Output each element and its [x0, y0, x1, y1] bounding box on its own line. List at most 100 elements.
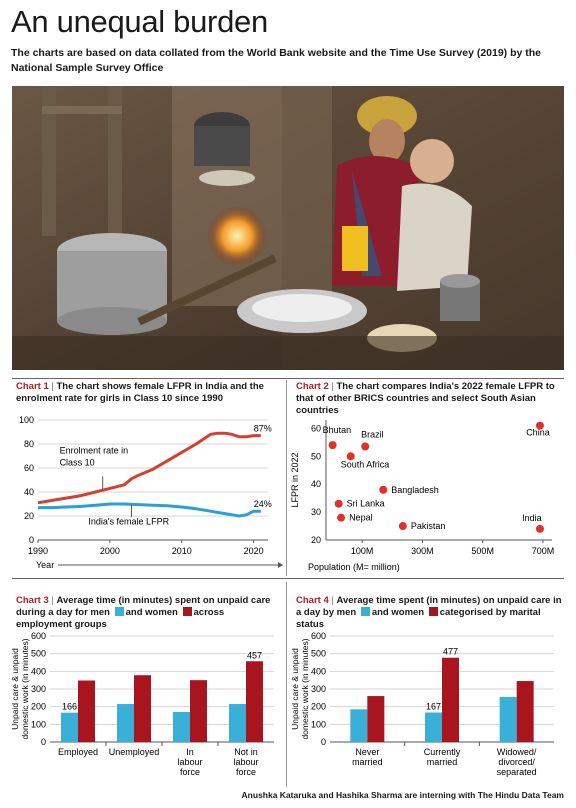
chart3-bar-women-1 — [134, 675, 151, 742]
chart1-series-name-1: India's female LFPR — [88, 516, 169, 526]
chart2-xtick-700M: 700M — [532, 546, 555, 556]
chart2-point-label-china: China — [526, 428, 550, 438]
chart2-point-label-bangladesh: Bangladesh — [391, 485, 439, 495]
chart3-ylabel: Unpaid care & unpaiddomestic work (in mi… — [10, 638, 30, 739]
chart2-point-south-africa — [346, 452, 355, 461]
chart3-label: Chart 3 — [16, 595, 49, 606]
chart1-ytick-0: 0 — [29, 535, 34, 545]
chart2-xtick-100M: 100M — [351, 546, 374, 556]
chart1-xtick-2020: 2020 — [244, 546, 264, 556]
chart2-ytick-60: 60 — [311, 423, 321, 433]
chart3-ytick-200: 200 — [31, 702, 46, 712]
chart1-series-line-1 — [38, 502, 261, 518]
chart1-title-text: The chart shows female LFPR in India and… — [16, 381, 264, 404]
chart4-legend-women-swatch — [428, 607, 438, 616]
chart3-title: Chart 3 | Average time (in minutes) spen… — [16, 595, 271, 630]
chart4-category-label-0: Never married — [352, 747, 383, 767]
chart3-ytick-100: 100 — [31, 719, 46, 729]
chart4-title-part1: Average time spent (in minutes) on unpai… — [296, 595, 562, 618]
chart3-bar-men-0 — [61, 712, 78, 742]
chart2-ytick-20: 20 — [311, 535, 321, 545]
chart4-ytick-500: 500 — [311, 649, 326, 659]
chart4-ytick-100: 100 — [311, 719, 326, 729]
chart3-legend-men-swatch — [114, 607, 124, 616]
chart4-bar-women-1 — [442, 657, 459, 742]
chart2-ytick-30: 30 — [311, 507, 321, 517]
chart2-point-brazil — [361, 442, 370, 451]
chart4-ytick-600: 600 — [311, 631, 326, 641]
chart4-ytick-400: 400 — [311, 666, 326, 676]
chart1-ytick-100: 100 — [19, 415, 34, 425]
chart2-point-pakistan — [398, 522, 407, 531]
chart1-line-chart: 0 20 40 60 80 100 1990 2000 2010 2020 Year 87% 24% En… — [19, 415, 283, 570]
chart2-point-india — [535, 524, 544, 533]
divider-vertical-top — [286, 380, 287, 576]
photo-woman-kneading-dough — [12, 86, 564, 370]
chart3-category-label-3: Not in labour force — [233, 747, 258, 777]
chart3-ytick-0: 0 — [41, 737, 46, 747]
chart2-title-text: The chart compares India's 2022 female L… — [296, 381, 555, 416]
chart2-point-label-pakistan: Pakistan — [411, 521, 446, 531]
chart4-bar-men-1 — [425, 712, 442, 742]
credit-line: Anushka Kataruka and Hashika Sharma are … — [241, 790, 564, 800]
chart4-ytick-0: 0 — [321, 737, 326, 747]
chart3-data-label-0: 166 — [62, 702, 77, 712]
chart4-label: Chart 4 — [296, 595, 329, 606]
chart1-xlabel-arrowhead — [278, 562, 283, 568]
chart1-end-label-1: 24% — [254, 499, 272, 509]
chart2-ytick-50: 50 — [311, 451, 321, 461]
chart2-point-bhutan — [328, 441, 337, 450]
chart2-point-label-nepal: Nepal — [349, 513, 373, 523]
chart2-label: Chart 2 — [296, 381, 329, 392]
chart4-title-part3: categorised by marital status — [296, 607, 541, 630]
chart2-point-label-india: India — [522, 513, 542, 523]
chart4-ylabel: Unpaid care & unpaiddomestic work (in mi… — [290, 638, 310, 739]
chart3-bar-men-2 — [173, 711, 190, 742]
chart2-scatter-chart: 20 30 40 50 60 100M 300M 500M 700M LFPR in 2022 Po… — [290, 420, 555, 572]
chart3-bar-women-0 — [78, 680, 95, 742]
chart4-title-part2: and women — [371, 607, 425, 618]
chart3-legend-women-swatch — [182, 607, 192, 616]
chart3-ytick-600: 600 — [31, 631, 46, 641]
chart4-bar-men-0 — [350, 709, 368, 742]
chart1-label: Chart 1 — [16, 381, 49, 392]
chart2-point-label-brazil: Brazil — [361, 430, 384, 440]
chart1-ytick-40: 40 — [24, 487, 34, 497]
chart2-point-sri-lanka — [334, 499, 343, 508]
chart2-point-china — [535, 421, 544, 430]
chart3-title-part2: and women — [125, 607, 178, 618]
chart3-bar-women-3 — [246, 661, 263, 742]
chart4-category-label-1: Currently married — [424, 747, 461, 767]
page-title: An unequal burden — [11, 4, 268, 39]
chart2-point-label-sri-lanka: Sri Lanka — [347, 499, 385, 509]
chart2-point-label-bhutan: Bhutan — [323, 425, 352, 435]
chart3-bar-men-3 — [229, 704, 246, 742]
chart3-title-part3: across employment groups — [16, 607, 225, 630]
chart1-end-label-0: 87% — [254, 424, 272, 434]
chart4-bar-women-0 — [367, 696, 385, 742]
chart2-point-bangladesh — [379, 485, 388, 494]
chart3-ytick-400: 400 — [31, 666, 46, 676]
chart1-ytick-60: 60 — [24, 463, 34, 473]
chart1-xtick-2000: 2000 — [100, 546, 120, 556]
chart4-category-label-2: Widowed/divorced/separated — [497, 747, 537, 777]
chart4-bar-women-2 — [516, 681, 534, 742]
chart2-point-nepal — [337, 513, 346, 522]
divider-vertical-bottom — [286, 582, 287, 787]
chart3-bar-women-2 — [190, 680, 207, 742]
chart4-data-label-1: 477 — [443, 647, 458, 657]
chart2-title: Chart 2 | The chart compares India's 202… — [296, 381, 555, 416]
chart1-xtick-1990: 1990 — [28, 546, 48, 556]
chart1-series-name-0: Enrolment rate in Class 10 — [60, 446, 129, 468]
chart4-data-label-0: 167 — [426, 701, 441, 711]
chart2-xtick-300M: 300M — [411, 546, 434, 556]
chart3-category-label-2: In labour force — [177, 747, 202, 777]
chart3-ytick-500: 500 — [31, 649, 46, 659]
chart3-ytick-300: 300 — [31, 684, 46, 694]
chart1-title: Chart 1 | The chart shows female LFPR in… — [16, 381, 264, 404]
chart3-bar-men-1 — [117, 704, 134, 742]
chart3-title-part1: Average time (in minutes) spent on unpai… — [16, 595, 271, 618]
chart1-ytick-80: 80 — [24, 439, 34, 449]
